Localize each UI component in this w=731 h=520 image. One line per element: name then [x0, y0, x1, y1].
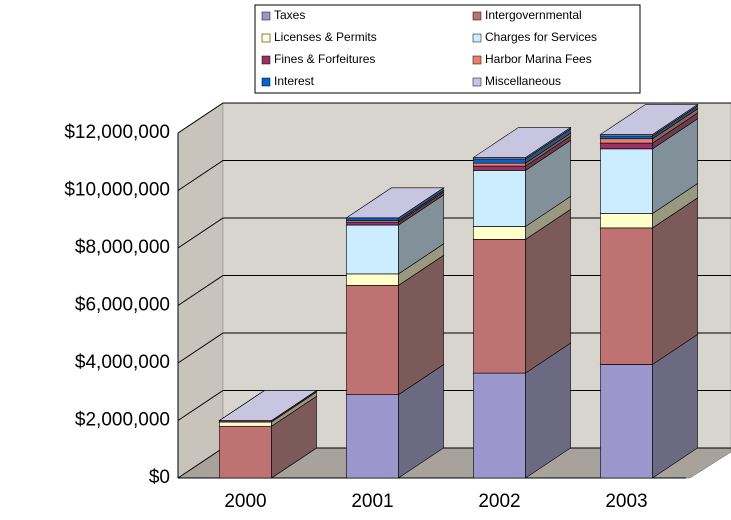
bar-face	[346, 273, 399, 286]
bar-segment	[218, 390, 318, 421]
bar-face	[599, 104, 699, 135]
legend-swatch	[261, 33, 271, 43]
legend-swatch	[472, 77, 482, 87]
grid-line	[177, 102, 731, 134]
legend-swatch	[472, 33, 482, 43]
legend-label: Taxes	[274, 8, 305, 22]
legend-swatch	[261, 77, 271, 87]
legend	[254, 4, 641, 94]
bar-face	[345, 187, 445, 219]
bar-segment	[472, 126, 572, 160]
bar-face	[600, 135, 653, 140]
bar-face	[219, 421, 272, 427]
bar-face	[473, 226, 526, 240]
bar-face	[473, 170, 526, 227]
bar-face	[473, 239, 526, 374]
bar-segment	[599, 103, 699, 137]
bar-face	[473, 165, 526, 171]
x-tick-label: 2002	[478, 491, 520, 512]
bar-face	[219, 425, 272, 479]
legend-swatch	[472, 55, 482, 65]
bar-face	[473, 162, 526, 167]
bar-face	[218, 390, 318, 421]
bar-face	[600, 142, 653, 150]
legend-label: Miscellaneous	[485, 74, 561, 88]
x-tick-label: 2001	[351, 491, 393, 512]
bar-face	[600, 213, 653, 229]
bar-face	[600, 364, 653, 479]
legend-label: Fines & Forfeitures	[274, 52, 375, 66]
legend-swatch	[261, 55, 271, 65]
x-tick-label: 2003	[605, 491, 647, 512]
bar-face	[346, 394, 399, 479]
y-tick-label: $0	[149, 467, 170, 488]
legend-label: Harbor Marina Fees	[485, 52, 592, 66]
bar-face	[473, 158, 526, 164]
bar-segment	[345, 187, 445, 219]
legend-label: Intergovernmental	[485, 8, 582, 22]
bar-face	[600, 148, 653, 214]
legend-swatch	[472, 11, 482, 21]
y-tick-label: $8,000,000	[75, 237, 170, 258]
legend-label: Charges for Services	[485, 30, 597, 44]
legend-swatch	[261, 11, 271, 21]
bar-face	[473, 372, 526, 479]
bar-face	[600, 138, 653, 144]
y-tick-label: $2,000,000	[75, 410, 170, 431]
legend-label: Licenses & Permits	[274, 30, 377, 44]
x-tick-label: 2000	[224, 491, 266, 512]
y-tick-label: $10,000,000	[64, 180, 170, 201]
bar-face	[346, 285, 399, 395]
bar-face	[346, 221, 399, 226]
y-tick-label: $12,000,000	[64, 122, 170, 143]
bar-face	[346, 217, 399, 221]
legend-label: Interest	[274, 74, 315, 88]
y-tick-label: $4,000,000	[75, 352, 170, 373]
bar-face	[600, 227, 653, 365]
bar-face	[346, 224, 399, 275]
y-tick-label: $6,000,000	[75, 295, 170, 316]
bar-face	[472, 127, 572, 158]
